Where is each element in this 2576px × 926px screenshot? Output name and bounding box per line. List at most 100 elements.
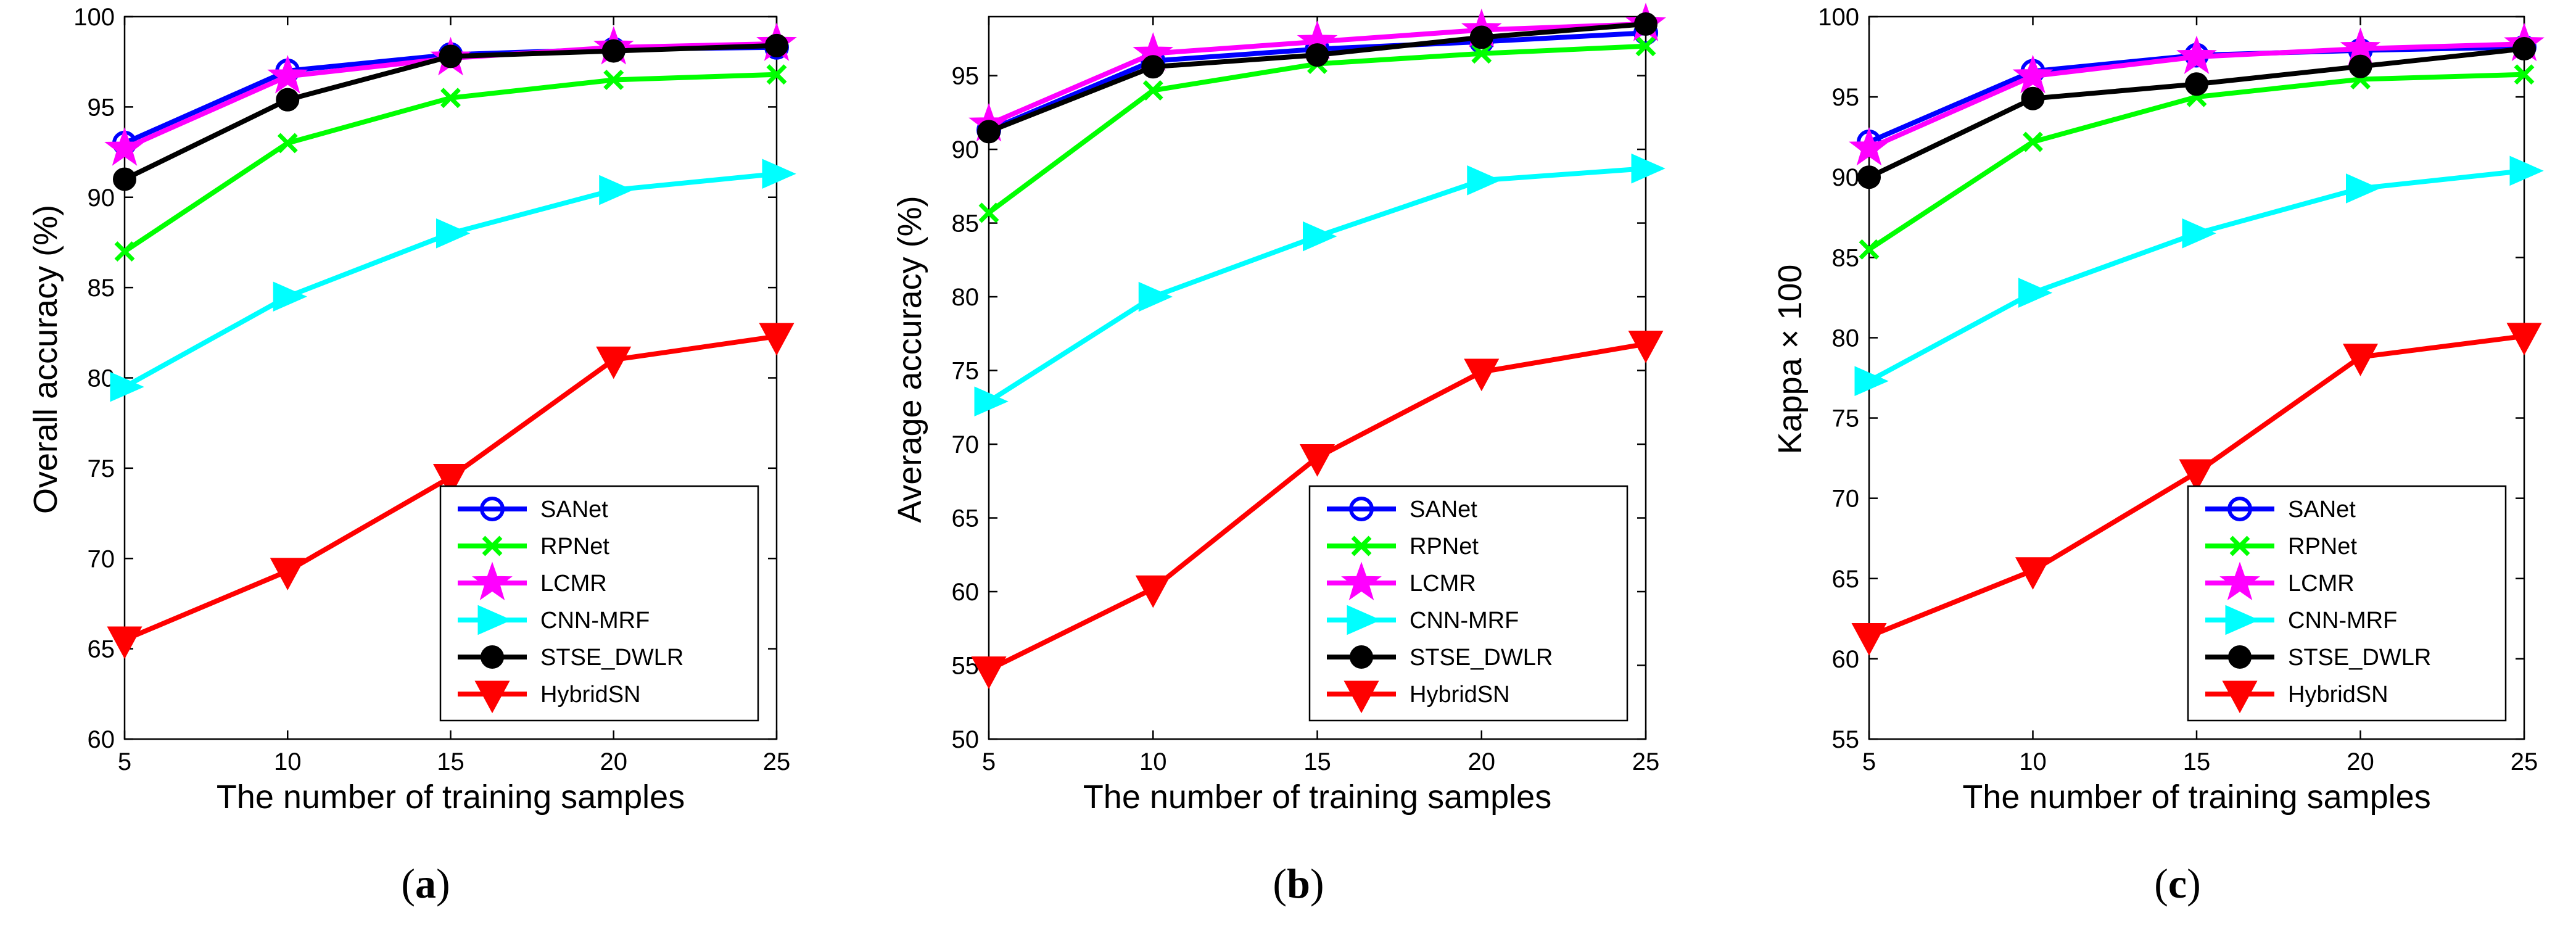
series-stse-dwlr — [1857, 37, 2536, 189]
legend-label: SANet — [1410, 497, 1477, 523]
legend: SANet RPNet LCMR CNN-MRF STSE_DWLR HybridSN — [439, 485, 759, 722]
data-point — [766, 64, 787, 85]
data-point — [2512, 37, 2536, 61]
y-tick-label: 85 — [88, 275, 115, 302]
legend-entry: STSE_DWLR — [1327, 645, 1553, 671]
y-tick-label: 85 — [952, 210, 980, 238]
data-point — [276, 88, 300, 112]
data-point — [977, 120, 1001, 144]
data-point — [1464, 358, 1500, 392]
series-cnn-mrf — [110, 159, 796, 402]
legend-label: STSE_DWLR — [540, 645, 683, 671]
data-point — [603, 69, 624, 90]
data-point — [1135, 575, 1171, 608]
data-point — [436, 218, 471, 249]
caption-part: b — [1287, 860, 1310, 907]
data-point — [1635, 36, 1656, 57]
legend-entry: CNN-MRF — [458, 605, 650, 635]
y-tick-label: 60 — [1832, 646, 1860, 673]
legend-marker — [2228, 645, 2252, 669]
y-tick-label: 55 — [1832, 726, 1860, 753]
data-point — [2182, 218, 2216, 249]
legend-entry: HybridSN — [2205, 680, 2388, 714]
y-tick-label: 95 — [88, 94, 115, 121]
data-point — [114, 241, 135, 262]
legend-marker — [477, 605, 512, 635]
data-point — [1469, 25, 1493, 49]
legend-label: LCMR — [540, 571, 607, 597]
caption-part: ( — [2154, 860, 2168, 907]
data-point — [2012, 54, 2054, 94]
legend-entry: HybridSN — [458, 680, 641, 714]
caption-part: ( — [1273, 860, 1287, 907]
y-tick-label: 75 — [88, 455, 115, 482]
data-point — [765, 33, 788, 57]
caption-part: ) — [2187, 860, 2201, 907]
data-point — [2509, 155, 2544, 186]
legend-entry: LCMR — [458, 561, 607, 601]
legend: SANet RPNet LCMR CNN-MRF STSE_DWLR HybridSN — [2187, 485, 2507, 722]
legend-marker — [2227, 497, 2252, 521]
data-point — [432, 464, 469, 497]
y-tick-label: 100 — [1818, 4, 1859, 31]
y-axis-label: Overall accuracy (%) — [27, 205, 64, 514]
legend-entry: SANet — [2205, 497, 2356, 523]
series-cnn-mrf — [1854, 155, 2544, 397]
legend-label: RPNet — [540, 534, 609, 560]
chart-3: 5 10 15 20 25 55 60 65 70 75 80 85 90 95 100 The number… — [1772, 4, 2545, 907]
series-stse-dwlr — [977, 12, 1657, 144]
y-tick-label: 80 — [1832, 325, 1860, 352]
y-tick-label: 95 — [952, 63, 980, 90]
data-point — [1851, 622, 1887, 656]
series-hybridsn — [971, 331, 1664, 689]
y-axis-label: Average accuracy (%) — [891, 196, 928, 523]
data-point — [113, 167, 136, 191]
legend-label: SANet — [540, 497, 608, 523]
data-point — [1634, 12, 1657, 36]
y-tick-label: 90 — [952, 136, 980, 163]
x-tick-label: 20 — [1468, 748, 1496, 775]
y-tick-label: 100 — [73, 4, 115, 31]
data-point — [971, 656, 1007, 689]
data-point — [2348, 54, 2372, 78]
data-point — [277, 133, 298, 154]
data-point — [267, 55, 308, 94]
y-tick-label: 50 — [952, 726, 980, 753]
legend-marker — [480, 497, 505, 521]
data-point — [2506, 323, 2542, 355]
data-point — [974, 386, 1009, 417]
legend-entry: CNN-MRF — [1327, 605, 1519, 635]
legend-marker — [1350, 645, 1373, 669]
data-point — [2018, 278, 2053, 308]
x-tick-label: 15 — [437, 748, 464, 775]
legend-entry: SANet — [1327, 497, 1477, 523]
x-tick-label: 5 — [118, 748, 131, 775]
legend-label: HybridSN — [2288, 682, 2388, 708]
series-hybridsn — [1851, 323, 2542, 656]
legend-label: RPNet — [2288, 534, 2357, 560]
legend-label: RPNet — [1410, 534, 1479, 560]
legend-marker — [1341, 561, 1382, 601]
data-point — [440, 88, 461, 109]
data-point — [107, 626, 142, 659]
series-cnn-mrf — [974, 153, 1666, 417]
y-axis-label: Kappa × 100 — [1772, 265, 1809, 455]
data-point — [596, 346, 632, 379]
series-rpnet — [1859, 64, 2535, 260]
data-point — [2176, 35, 2217, 74]
legend-label: HybridSN — [540, 682, 641, 708]
data-point — [104, 127, 145, 166]
series-hybridsn — [107, 323, 795, 659]
legend-marker — [474, 680, 510, 714]
legend-entry: LCMR — [1327, 561, 1476, 601]
data-point — [1142, 80, 1163, 101]
legend-entry: STSE_DWLR — [2205, 645, 2431, 671]
legend-marker — [2229, 535, 2250, 556]
legend-entry: STSE_DWLR — [458, 645, 683, 671]
legend-marker — [472, 561, 513, 601]
data-point — [110, 371, 144, 402]
x-axis-label: The number of training samples — [217, 779, 685, 816]
legend-marker — [482, 535, 503, 556]
legend-marker — [1349, 497, 1374, 521]
